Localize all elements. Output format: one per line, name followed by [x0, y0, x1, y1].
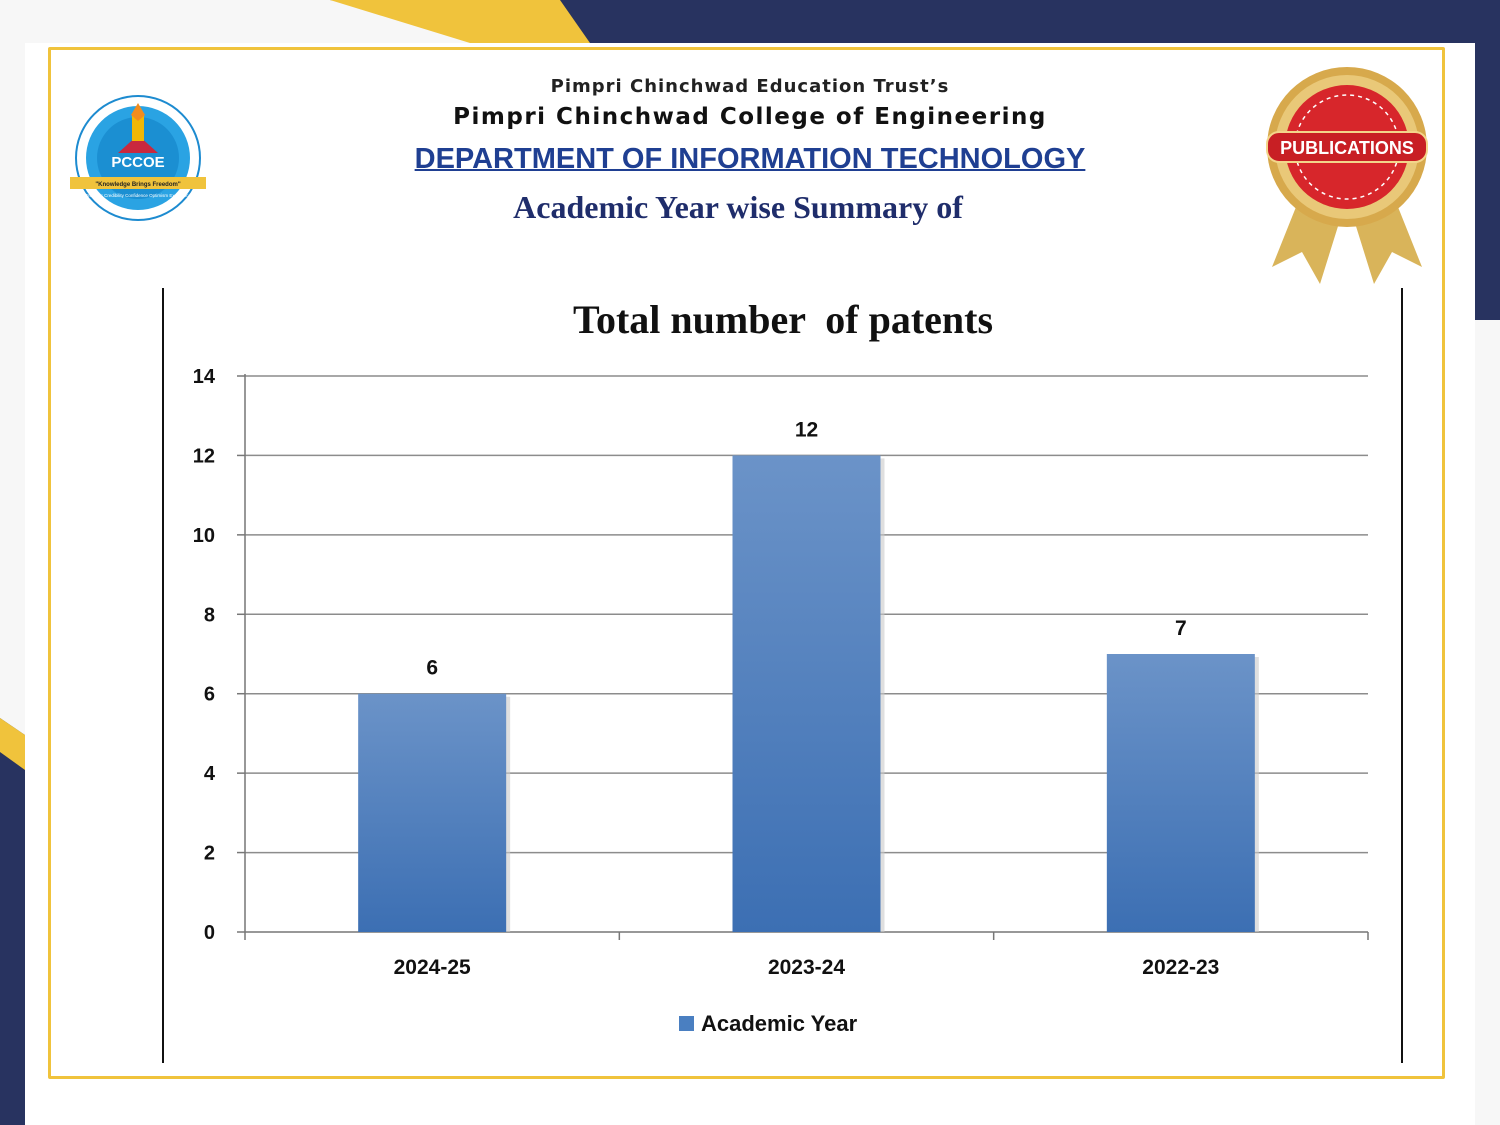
y-tick-label: 6: [204, 684, 215, 706]
y-tick-label: 10: [193, 525, 215, 547]
gold-stripe-top: [330, 0, 590, 43]
labels: 0 2 4 6 8 10 12 14 6 2024-25 12 2023-24 7 2022-23: [193, 366, 1220, 979]
y-tick-label: 12: [193, 445, 215, 467]
trust-name: Pimpri Chinchwad Education Trust’s: [550, 76, 950, 97]
bar: [1106, 654, 1255, 932]
bars: [358, 455, 1259, 932]
gold-stripe-bottom-left: [0, 718, 25, 770]
logo-subtext: Progress Credibility Confidence Optimism…: [85, 193, 192, 198]
data-label: 12: [795, 418, 818, 441]
patents-bar-chart: Total number of patents 0 2 4 6 8 10 12 14 6 2024…: [162, 288, 1403, 1063]
bar: [732, 455, 881, 932]
x-tick-label: 2022-23: [1142, 956, 1219, 979]
y-tick-label: 0: [204, 922, 215, 944]
legend-label: Academic Year: [701, 1011, 858, 1036]
legend: Academic Year: [679, 1011, 858, 1036]
data-label: 6: [426, 657, 438, 680]
y-tick-label: 4: [204, 763, 216, 785]
data-label: 7: [1175, 617, 1187, 640]
department-name: DEPARTMENT OF INFORMATION TECHNOLOGY: [414, 143, 1086, 175]
legend-swatch: [679, 1016, 694, 1031]
pccoe-logo: PCCOE "Knowledge Brings Freedom" Progres…: [70, 95, 206, 221]
x-tick-label: 2024-25: [394, 956, 471, 979]
publications-badge: PUBLICATIONS: [1266, 67, 1428, 284]
logo-text: PCCOE: [111, 154, 164, 171]
x-tick-label: 2023-24: [768, 956, 845, 979]
y-tick-label: 8: [204, 604, 215, 626]
badge-label: PUBLICATIONS: [1280, 138, 1414, 158]
y-tick-label: 14: [193, 366, 216, 388]
logo-motto: "Knowledge Brings Freedom": [95, 182, 181, 188]
college-name: Pimpri Chinchwad College of Engineering: [453, 104, 1047, 130]
summary-heading: Academic Year wise Summary of: [513, 189, 963, 225]
logo-since: SINCE 1999: [127, 209, 150, 214]
chart-title: Total number of patents: [573, 297, 993, 342]
navy-corner-bottom-left: [0, 718, 25, 1125]
y-tick-label: 2: [204, 843, 215, 865]
navy-corner-top-right: [330, 0, 1500, 320]
bar: [358, 693, 507, 932]
